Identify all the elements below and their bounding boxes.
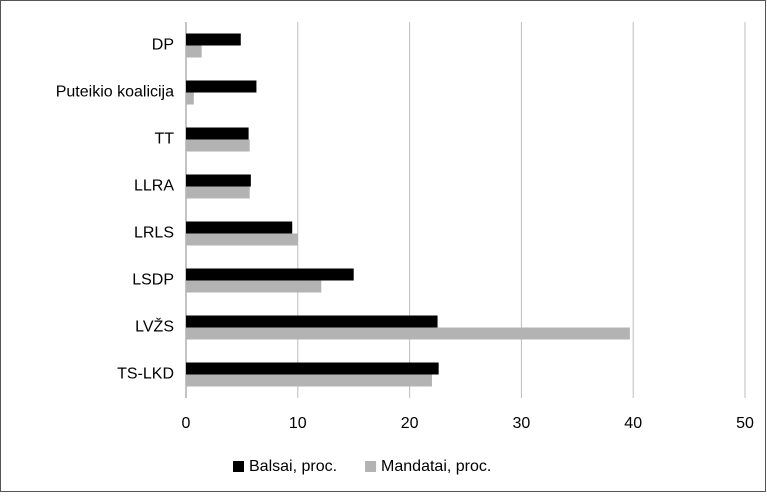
y-tick-label: LLRA — [134, 178, 174, 195]
legend-swatch — [365, 461, 377, 472]
legend-label: Balsai, proc. — [249, 458, 337, 475]
bar — [186, 374, 432, 387]
y-tick-label: TT — [154, 131, 174, 148]
bar — [186, 33, 241, 46]
x-tick-label: 50 — [736, 415, 754, 432]
y-tick-label: LVŽS — [135, 317, 174, 336]
x-tick-label: 40 — [624, 415, 642, 432]
x-tick-label: 30 — [513, 415, 531, 432]
bar — [186, 233, 298, 246]
y-tick-label: LRLS — [134, 225, 174, 242]
bar — [186, 186, 250, 199]
bar — [186, 80, 257, 93]
bar — [186, 174, 251, 187]
x-tick-label: 0 — [182, 415, 191, 432]
bar — [186, 139, 250, 152]
x-tick-label: 10 — [289, 415, 307, 432]
bar — [186, 315, 438, 328]
y-tick-label: LSDP — [132, 272, 174, 289]
bar — [186, 280, 322, 293]
y-tick-label: DP — [152, 37, 174, 54]
legend-swatch — [233, 461, 244, 472]
legend-label: Mandatai, proc. — [381, 458, 491, 475]
bar — [186, 268, 354, 281]
bar — [186, 92, 194, 105]
x-tick-label: 20 — [401, 415, 419, 432]
bar — [186, 45, 202, 58]
bar — [186, 221, 293, 234]
y-tick-label: TS-LKD — [117, 366, 174, 383]
bar — [186, 127, 249, 140]
bar — [186, 362, 439, 375]
bar — [186, 327, 630, 340]
y-tick-label: Puteikio koalicija — [56, 84, 174, 101]
